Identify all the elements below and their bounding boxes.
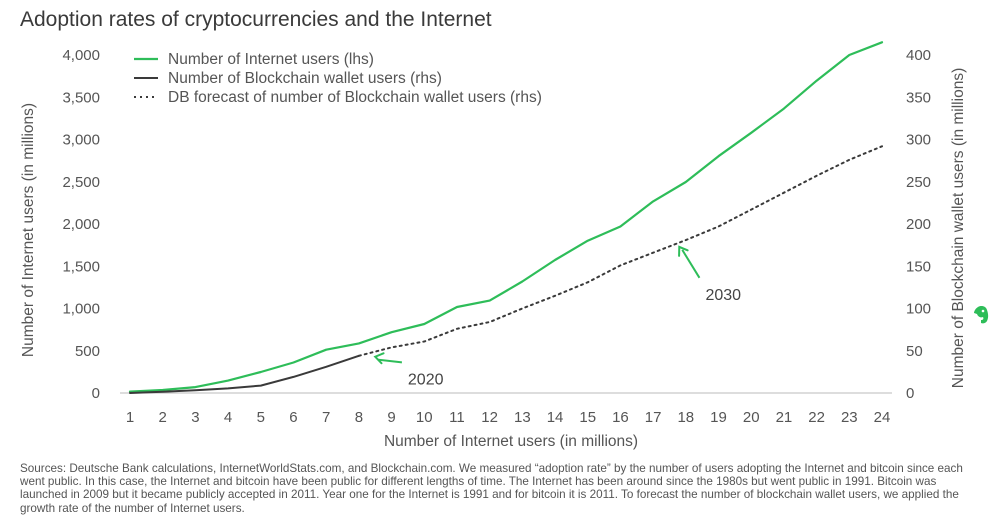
x-tick-label: 17 bbox=[645, 409, 662, 426]
annotation-arrowhead bbox=[678, 245, 689, 257]
x-axis-label: Number of Internet users (in millions) bbox=[384, 433, 638, 450]
y-right-tick-label: 50 bbox=[906, 343, 923, 360]
annotation-arrow bbox=[378, 358, 403, 364]
x-tick-label: 16 bbox=[612, 409, 629, 426]
x-tick-label: 18 bbox=[677, 409, 694, 426]
y-left-tick-label: 3,000 bbox=[62, 132, 100, 149]
y-left-tick-label: 2,500 bbox=[62, 174, 100, 191]
legend-label: Number of Internet users (lhs) bbox=[168, 51, 374, 68]
y-right-tick-label: 150 bbox=[906, 258, 931, 275]
annotation-arrowhead bbox=[373, 352, 385, 365]
y-right-tick-label: 100 bbox=[906, 301, 931, 318]
x-tick-label: 15 bbox=[579, 409, 596, 426]
y-left-tick-label: 4,000 bbox=[62, 47, 100, 64]
x-tick-label: 10 bbox=[416, 409, 433, 426]
y-left-tick-label: 3,500 bbox=[62, 89, 100, 106]
y-right-axis-label: Number of Blockchain wallet users (in mi… bbox=[950, 68, 967, 388]
x-tick-label: 3 bbox=[191, 409, 199, 426]
chart: 1 2 3 4 5 6 7 8 9 10 11 12 13 14 15 16 17 18 19 20 21 22 23 240… bbox=[20, 41, 967, 450]
source-note: Sources: Deutsche Bank calculations, Int… bbox=[20, 462, 963, 515]
x-tick-label: 9 bbox=[387, 409, 395, 426]
annotation-arrow bbox=[681, 249, 701, 279]
y-right-tick-label: 400 bbox=[906, 47, 931, 64]
y-left-tick-label: 1,000 bbox=[62, 301, 100, 318]
annotation-layer: 2020 2030 bbox=[373, 245, 741, 388]
annotation-label: 2030 bbox=[705, 287, 741, 304]
y-left-axis-label: Number of Internet users (in millions) bbox=[20, 103, 37, 357]
internet-users-line bbox=[128, 41, 884, 393]
legend-label: DB forecast of number of Blockchain wall… bbox=[168, 89, 542, 106]
y-right-tick-label: 350 bbox=[906, 89, 931, 106]
annotation-label: 2020 bbox=[408, 371, 444, 388]
x-tick-label: 5 bbox=[257, 409, 265, 426]
legend-label: Number of Blockchain wallet users (rhs) bbox=[168, 70, 442, 87]
x-tick-label: 19 bbox=[710, 409, 727, 426]
x-tick-label: 13 bbox=[514, 409, 531, 426]
x-tick-label: 22 bbox=[808, 409, 825, 426]
axes-layer: 1 2 3 4 5 6 7 8 9 10 11 12 13 14 15 16 17 18 19 20 21 22 23 240… bbox=[20, 47, 967, 450]
x-tick-label: 7 bbox=[322, 409, 330, 426]
x-tick-label: 23 bbox=[841, 409, 858, 426]
y-left-tick-label: 500 bbox=[75, 343, 100, 360]
x-tick-label: 20 bbox=[743, 409, 760, 426]
y-right-tick-label: 0 bbox=[906, 385, 914, 402]
y-left-tick-label: 2,000 bbox=[62, 216, 100, 233]
x-tick-label: 12 bbox=[481, 409, 498, 426]
y-right-tick-label: 300 bbox=[906, 132, 931, 149]
x-tick-label: 2 bbox=[159, 409, 167, 426]
x-tick-label: 11 bbox=[449, 409, 465, 426]
x-tick-label: 1 bbox=[126, 409, 134, 426]
y-left-tick-label: 1,500 bbox=[62, 258, 100, 275]
y-left-tick-label: 0 bbox=[92, 385, 100, 402]
x-tick-label: 4 bbox=[224, 409, 232, 426]
blockchain-wallet-users-line bbox=[129, 354, 360, 394]
forecast-blockchain-wallet-users-line bbox=[357, 145, 883, 357]
evernote-elephant-icon bbox=[974, 306, 989, 324]
x-tick-label: 21 bbox=[776, 409, 793, 426]
x-tick-label: 6 bbox=[289, 409, 297, 426]
x-tick-label: 14 bbox=[547, 409, 564, 426]
chart-title: Adoption rates of cryptocurrencies and t… bbox=[20, 8, 492, 31]
x-tick-label: 8 bbox=[355, 409, 363, 426]
legend: Number of Internet users (lhs) Number of … bbox=[134, 51, 542, 106]
y-right-tick-label: 200 bbox=[906, 216, 931, 233]
series-layer bbox=[128, 41, 884, 394]
x-tick-label: 24 bbox=[874, 409, 891, 426]
y-right-tick-label: 250 bbox=[906, 174, 931, 191]
